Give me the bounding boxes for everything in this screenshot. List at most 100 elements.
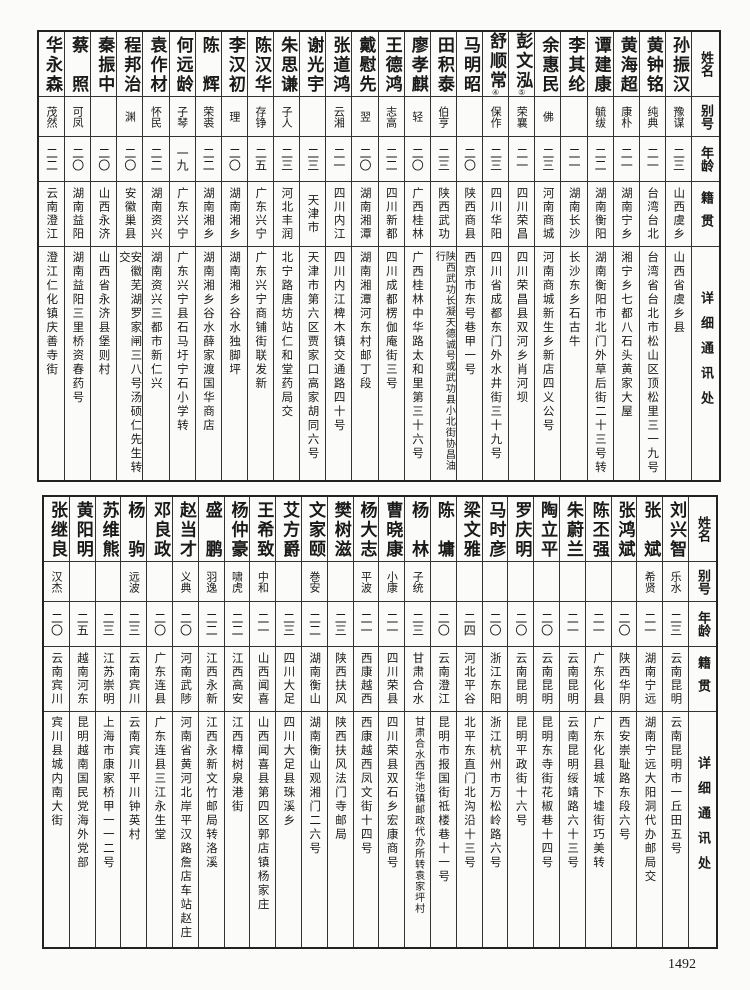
alias-text: 志高: [384, 105, 398, 128]
name-wrap: 陈墉: [434, 501, 454, 557]
alias-text: 汉杰: [49, 570, 63, 593]
person-name: 黄阳明: [72, 501, 93, 557]
table-row: 梁文雅 二四 河北平谷 北平东直门北沟沿十三号: [455, 497, 482, 947]
address-cell: 昆明平政街十六号: [508, 712, 533, 947]
name-cell: 袁作材: [143, 32, 169, 97]
address-text: 广西桂林中华路太和里第三十六号: [410, 251, 425, 461]
name-cell: 黄钟铭: [639, 32, 665, 97]
alias-text: 云湘: [332, 105, 346, 128]
age-text: 二一: [331, 147, 346, 171]
origin-text: 湖南湘乡: [228, 187, 243, 241]
person-name: 杨驹: [124, 501, 145, 557]
origin-cell: 湖南资兴: [143, 182, 169, 247]
address-cell: 广东兴宁县石马圩宁石小学转: [170, 247, 195, 480]
age-cell: 二二: [378, 137, 404, 182]
header-label-origin: 籍贯: [695, 656, 710, 702]
header-cell-alias: 别号: [689, 562, 716, 602]
age-cell: 二〇: [508, 602, 534, 647]
address-cell: 云南宾川平川钟英村: [121, 712, 146, 947]
origin-text: 四川大足: [282, 652, 297, 706]
age-text: 二〇: [227, 147, 242, 171]
name-cell: 张继良: [44, 497, 69, 562]
person-name: 李汉初: [224, 36, 245, 92]
name-wrap: 田积泰: [434, 36, 454, 92]
age-text: 一九: [175, 147, 190, 171]
age-cell: 二三: [121, 602, 147, 647]
age-text: 二二: [44, 147, 59, 171]
person-name: 朱思谦: [277, 36, 298, 92]
age-cell: 二〇: [117, 137, 143, 182]
address-text: 广东兴宁商铺街联发新: [254, 251, 269, 391]
address-text: 广东兴宁县石马圩宁石小学转: [175, 251, 190, 433]
header-cell-alias: 别号: [692, 97, 719, 137]
alias-cell: 希贤: [637, 562, 663, 602]
origin-text: 湖南宁乡: [619, 187, 634, 241]
alias-cell: [69, 562, 95, 602]
address-text: 陕西武功长凝天德诚号或武功县小北街协昌油行: [433, 251, 455, 471]
origin-text: 陕西华阴: [617, 652, 632, 706]
origin-text: 四川荣昌: [515, 187, 530, 241]
header-cell-origin: 籍贯: [689, 647, 716, 712]
header-cell-origin: 籍贯: [692, 182, 719, 247]
origin-cell: 河北丰润: [274, 182, 300, 247]
alias-text: 茂然: [44, 105, 58, 128]
address-text: 西安崇耻路东段六号: [617, 716, 632, 842]
address-cell: 四川省成都东门外水井街三十九号: [483, 247, 508, 480]
origin-cell: 湖南湘乡: [195, 182, 221, 247]
origin-text: 河南武陟: [179, 652, 194, 706]
age-cell: 二〇: [611, 602, 637, 647]
person-name: 李其纶: [564, 36, 585, 92]
header-column: 姓名 别号 年龄 籍贯 详细通讯处: [691, 32, 719, 480]
origin-text: 广西桂林: [410, 187, 425, 241]
alias-cell: [95, 562, 121, 602]
table-row: 陈辉 荣裘 二二 湖南湘乡 湖南湘乡谷水薛家渡国华商店: [194, 32, 221, 480]
address-cell: 广东化县城下墟街巧美转: [586, 712, 611, 947]
address-cell: 长沙东乡石古牛: [561, 247, 586, 480]
address-text: 北平东直门北沟沿十三号: [462, 716, 477, 870]
alias-cell: [534, 562, 560, 602]
origin-text: 台湾台北: [646, 187, 661, 241]
age-cell: 二〇: [147, 602, 173, 647]
alias-cell: 翌: [352, 97, 378, 137]
person-name: 华永森: [41, 36, 62, 92]
origin-text: 云南宾川: [50, 652, 65, 706]
age-text: 二三: [333, 612, 348, 636]
name-cell: 朱思谦: [274, 32, 300, 97]
person-name: 陶立平: [537, 501, 558, 557]
name-cell: 陈辉: [195, 32, 221, 97]
person-name: 谢光宇: [303, 36, 324, 92]
alias-cell: [276, 562, 302, 602]
origin-cell: 河南商城: [535, 182, 561, 247]
person-name: 张继良: [46, 501, 67, 557]
address-cell: 云南昆明绥靖路六十三号: [560, 712, 585, 947]
alias-cell: 可凤: [65, 97, 91, 137]
person-name: 邓良政: [150, 501, 171, 557]
alias-text: 怀民: [149, 105, 163, 128]
origin-text: 四川新都: [384, 187, 399, 241]
address-text: 长沙东乡石古牛: [567, 251, 582, 349]
age-text: 二三: [436, 147, 451, 171]
age-text: 二三: [671, 147, 686, 171]
alias-cell: [300, 97, 326, 137]
name-cell: 艾方爵: [276, 497, 302, 562]
person-name: 黄海超: [616, 36, 637, 92]
age-cell: 二〇: [65, 137, 91, 182]
header-label-address: 详细通讯处: [698, 291, 713, 416]
name-cell: 马时彦: [482, 497, 508, 562]
name-wrap: 廖孝麒: [408, 36, 428, 92]
origin-text: 湖南衡阳: [593, 187, 608, 241]
name-wrap: 黄海超: [616, 36, 637, 92]
alias-cell: 志高: [378, 97, 404, 137]
origin-text: 浙江东阳: [488, 652, 503, 706]
age-text: 二一: [591, 612, 606, 636]
name-cell: 蔡照: [65, 32, 91, 97]
address-cell: 昆明越南国民党海外党部: [70, 712, 95, 947]
age-text: 二二: [148, 147, 163, 171]
name-wrap: 张继良: [46, 501, 67, 557]
name-wrap: 张道鸿: [329, 36, 349, 92]
alias-text: 翌: [358, 111, 372, 122]
name-cell: 陈墉: [431, 497, 456, 562]
table-row: 邓良政 二〇 广东连县 广东连县三江永生堂: [146, 497, 173, 947]
name-cell: 华永森: [38, 32, 64, 97]
address-text: 湖南湘潭河东村邮丁段: [358, 251, 373, 391]
